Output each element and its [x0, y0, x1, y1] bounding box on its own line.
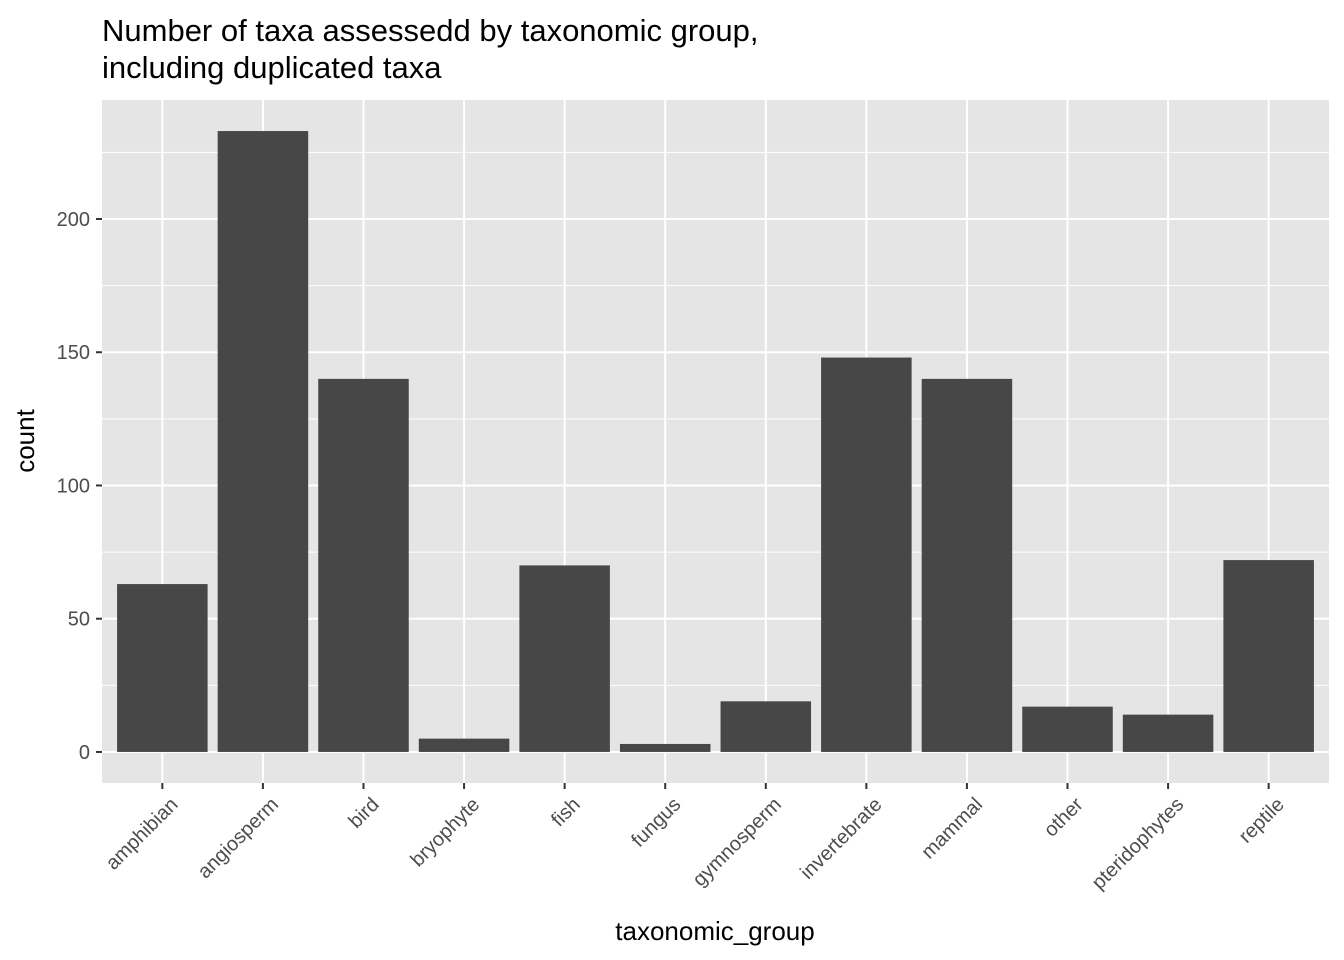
bar-bryophyte	[418, 738, 510, 752]
bar-mammal	[921, 378, 1013, 752]
x-tick-label: pteridophytes	[1088, 794, 1188, 894]
y-tick-label: 50	[68, 609, 90, 631]
y-tick-label: 100	[57, 475, 90, 497]
x-axis-title: taxonomic_group	[615, 916, 814, 946]
y-tick-label: 0	[79, 742, 90, 764]
x-tick-label: bryophyte	[407, 794, 485, 872]
bar-pteridophytes	[1122, 714, 1214, 752]
bar-reptile	[1223, 560, 1314, 752]
x-tick-label: fungus	[627, 794, 685, 852]
y-tick-label: 200	[57, 209, 90, 231]
bar-fish	[519, 565, 610, 752]
x-tick-label: amphibian	[102, 794, 183, 875]
x-tick-label: other	[1040, 793, 1088, 841]
x-tick-label: fish	[547, 794, 585, 832]
bar-angiosperm	[217, 131, 309, 752]
bar-invertebrate	[821, 357, 912, 752]
x-tick-label: reptile	[1235, 794, 1289, 848]
bar-bird	[318, 378, 409, 752]
x-tick-label: gymnosperm	[689, 794, 786, 891]
y-axis-title: count	[10, 408, 40, 472]
x-axis: amphibian angiosperm bird bryophyte fish fung…	[102, 783, 1289, 894]
x-tick-label: invertebrate	[796, 794, 886, 884]
x-tick-label: angiosperm	[194, 794, 283, 883]
y-axis: 0 50 100 150 200	[57, 209, 102, 764]
bar-gymnosperm	[720, 701, 812, 752]
bar-amphibian	[117, 584, 208, 752]
bar-fungus	[619, 743, 711, 752]
chart-title-line-2: including duplicated taxa	[102, 50, 442, 85]
x-tick-label: bird	[344, 794, 383, 833]
bars	[117, 131, 1314, 752]
y-tick-label: 150	[57, 342, 90, 364]
chart-title-line-1: Number of taxa assessedd by taxonomic gr…	[102, 13, 759, 48]
x-tick-label: mammal	[917, 794, 987, 864]
bar-other	[1022, 706, 1113, 752]
